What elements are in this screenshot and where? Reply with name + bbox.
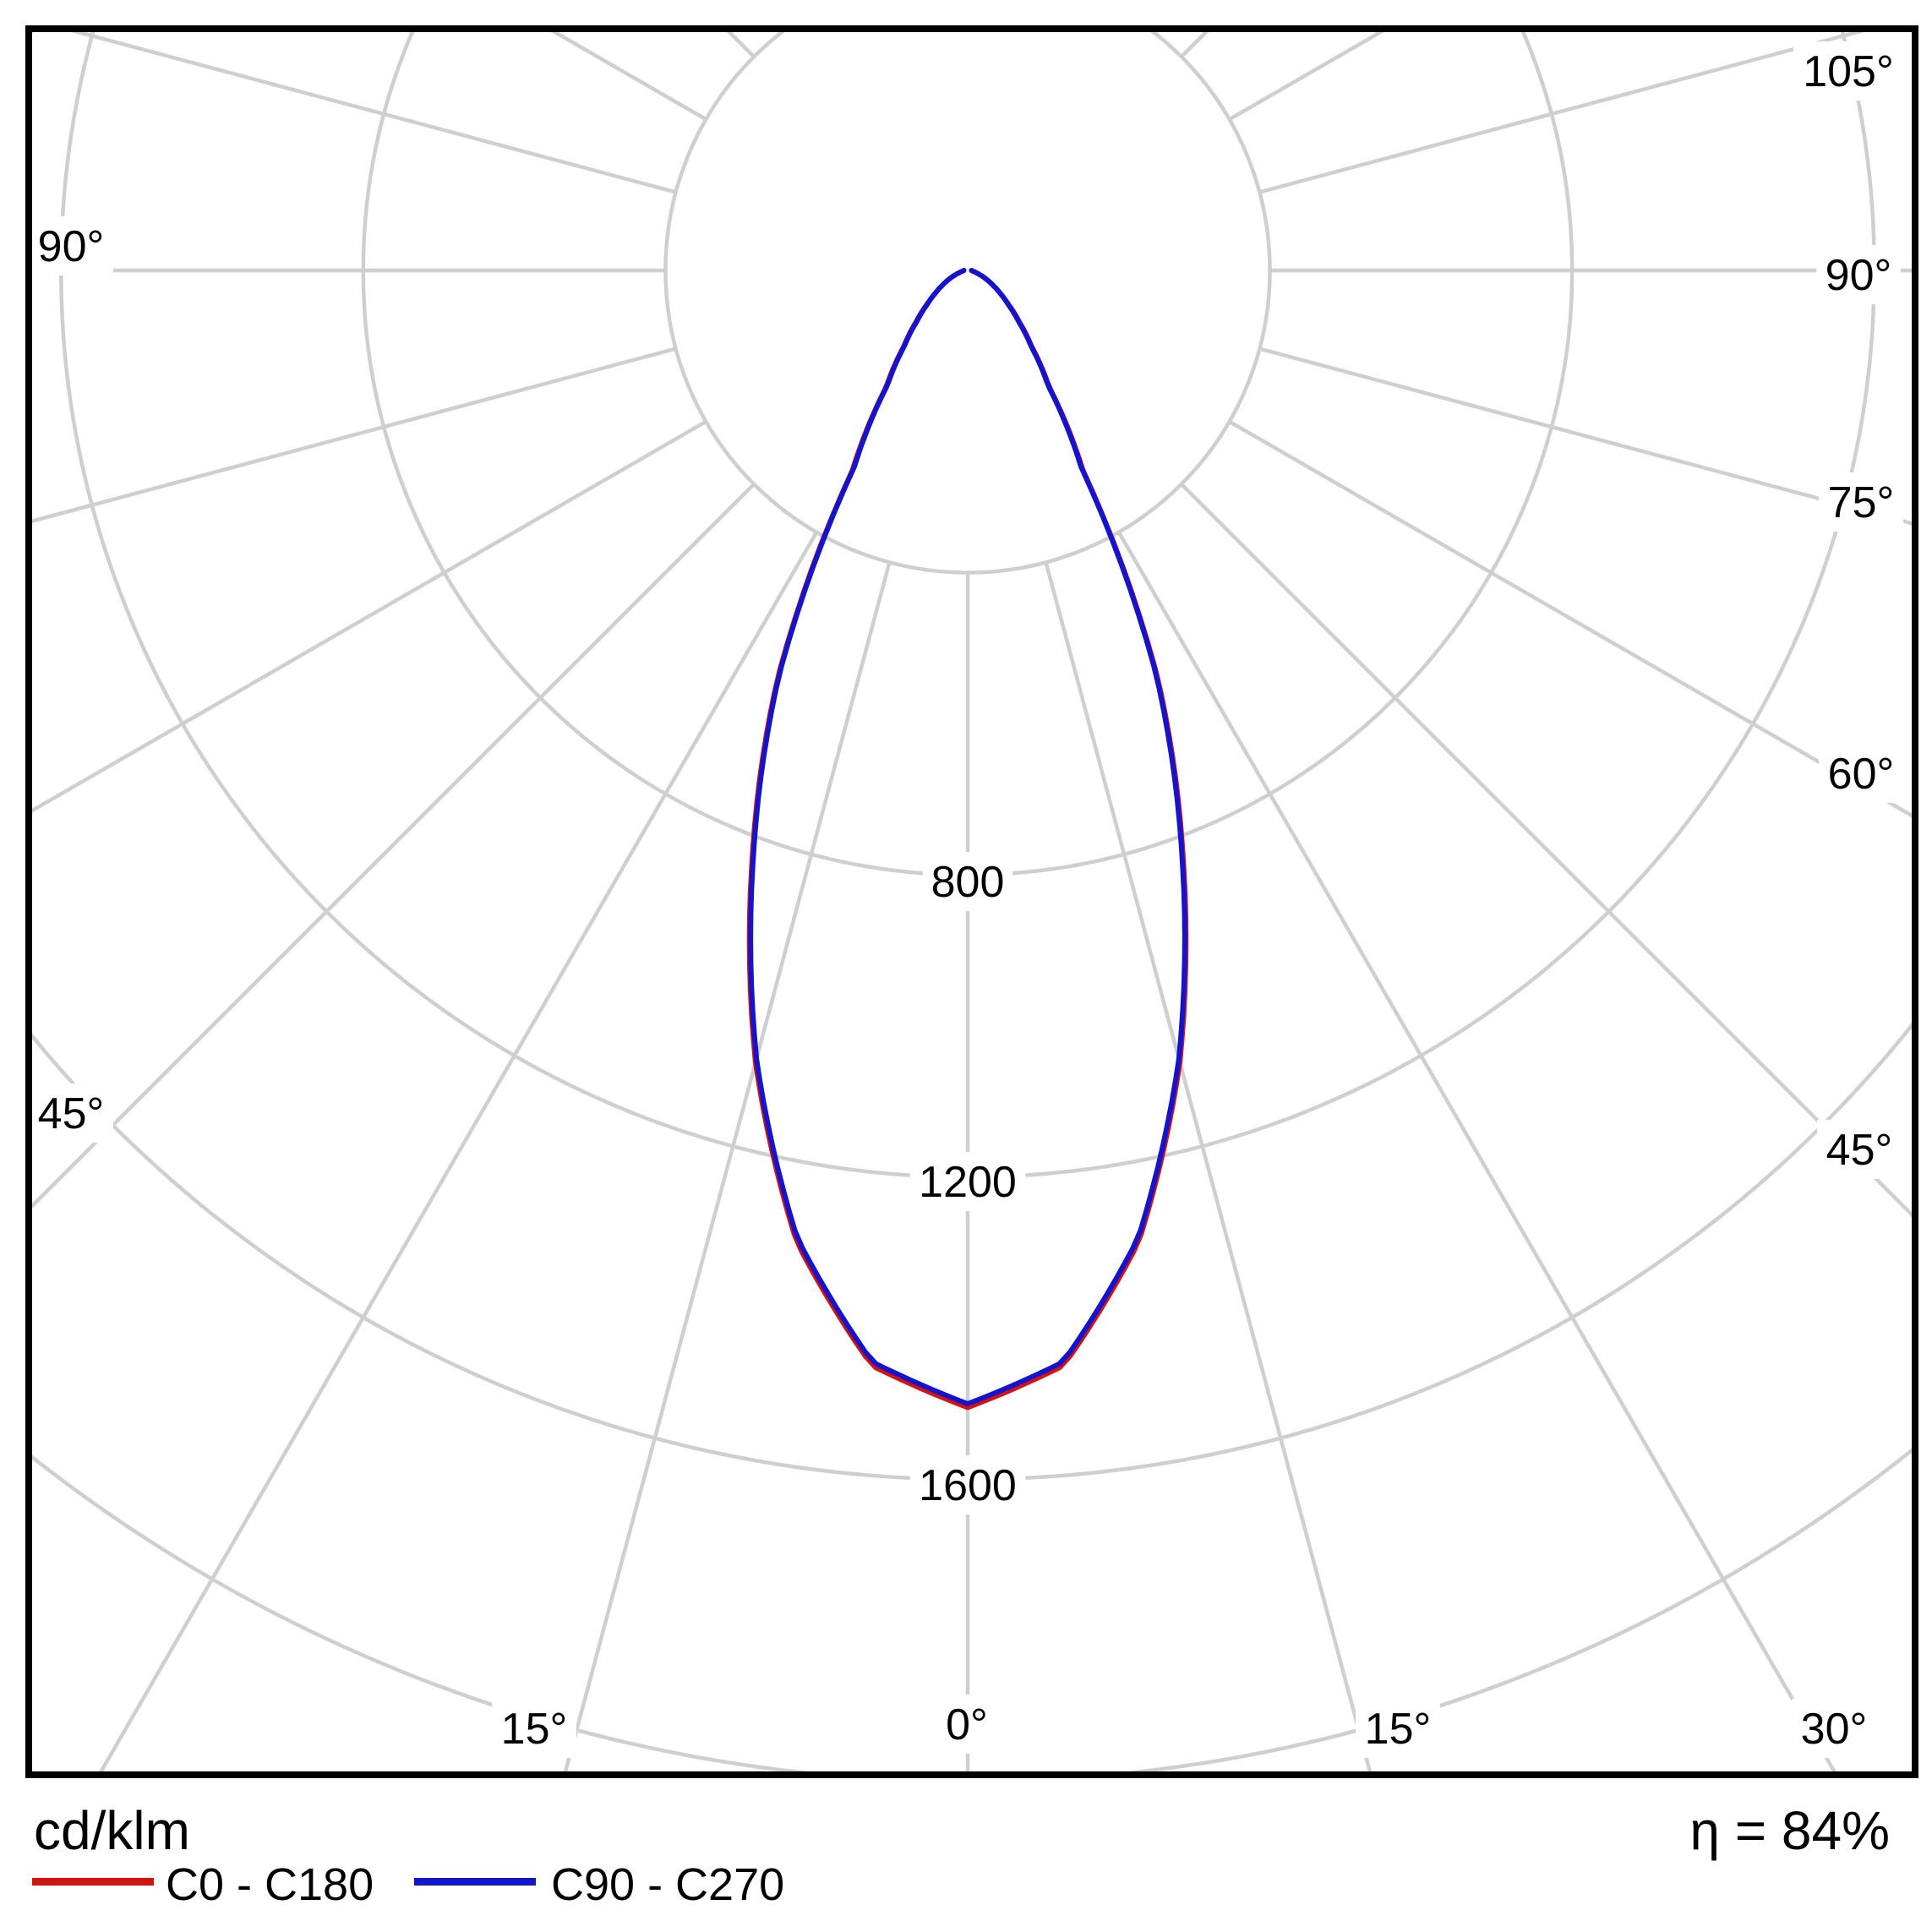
angle-label-bg xyxy=(1819,472,1903,532)
grid-ray-300 xyxy=(32,420,707,813)
legend-label-c90-c270: C90 - C270 xyxy=(551,1859,785,1910)
angle-label: 0° xyxy=(946,1700,988,1749)
grid-ray-315 xyxy=(32,483,756,1209)
grid-ray-210 xyxy=(0,0,816,8)
legend-swatch-c0-c180 xyxy=(32,1878,154,1886)
grid-ray-75 xyxy=(1259,347,1912,526)
radial-value-label: 1600 xyxy=(919,1461,1017,1510)
grid-ray-240 xyxy=(551,32,707,121)
grid-ray-150 xyxy=(1119,0,1932,8)
angle-label: 45° xyxy=(1826,1126,1893,1175)
legend-label-c0-c180: C0 - C180 xyxy=(166,1859,374,1910)
radial-value-label-bg xyxy=(909,1455,1026,1514)
radial-value-label: 800 xyxy=(931,858,1005,907)
angle-label-bg xyxy=(1819,744,1903,803)
grid-circle-400 xyxy=(663,32,1272,575)
angle-label: 75° xyxy=(1828,478,1895,527)
grid-ray-330 xyxy=(99,531,818,1771)
angle-label-bg xyxy=(1793,41,1903,101)
angle-label: 15° xyxy=(1365,1705,1432,1754)
radial-value-label-bg xyxy=(909,1152,1026,1211)
angle-label-bg xyxy=(1816,245,1901,304)
grid-ray-30 xyxy=(1117,531,1836,1771)
radial-value-label: 1200 xyxy=(919,1158,1017,1207)
curve-c90-c270 xyxy=(748,268,1187,1406)
angle-label: 60° xyxy=(1828,750,1895,799)
grid-ray-45 xyxy=(1180,483,1912,1218)
grid-ray-105 xyxy=(1259,32,1865,194)
angle-label: 90° xyxy=(1826,251,1892,300)
legend-swatch-c90-c270 xyxy=(414,1878,536,1886)
angle-label: 90° xyxy=(38,222,105,271)
angle-label-bg xyxy=(1356,1699,1440,1758)
angle-label: 15° xyxy=(501,1705,568,1754)
plot-border xyxy=(25,25,1918,1778)
intensity-curves xyxy=(746,268,1189,1411)
angle-label-bg xyxy=(937,1695,996,1754)
angle-label-bg xyxy=(1817,1120,1902,1179)
grid-ray-60 xyxy=(1228,420,1912,818)
angle-label-bg xyxy=(492,1699,576,1758)
angle-label-bg xyxy=(32,1083,113,1143)
angle-label-bg xyxy=(32,216,113,276)
grid-ray-285 xyxy=(32,347,676,523)
grid-ray-255 xyxy=(70,32,676,194)
efficiency-label: η = 84% xyxy=(1689,1800,1890,1861)
angle-label: 30° xyxy=(1801,1705,1868,1754)
angle-label: 45° xyxy=(38,1089,105,1138)
grid-labels: 90° 45° 105° 90° 75° 60° 45° 15° 0° 15° 30° 800 1200… xyxy=(32,41,1903,1758)
radial-value-label-bg xyxy=(922,852,1013,911)
angle-label: 105° xyxy=(1803,47,1894,96)
grid-ray-345 xyxy=(563,562,892,1771)
angle-label-bg xyxy=(1792,1699,1876,1758)
units-label: cd/klm xyxy=(34,1800,190,1861)
